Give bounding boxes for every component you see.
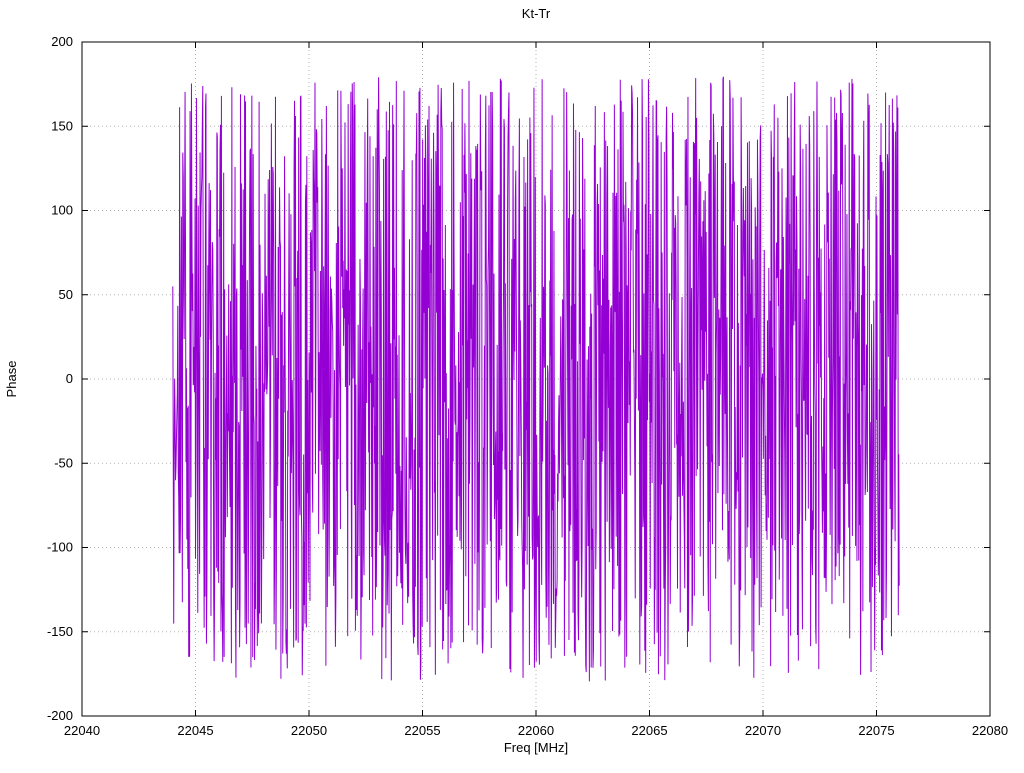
series-layer [172,76,900,682]
x-axis-label: Freq [MHz] [504,740,568,755]
tick-label-x: 22080 [972,723,1008,738]
tick-label-y: 200 [51,34,73,49]
tick-label-x: 22065 [631,723,667,738]
tick-label-x: 22050 [291,723,327,738]
tick-label-x: 22070 [745,723,781,738]
tick-label-y: 150 [51,118,73,133]
tick-label-x: 22055 [404,723,440,738]
tick-label-x: 22075 [858,723,894,738]
label-layer: Kt-Tr Freq [MHz] Phase [4,6,568,755]
tick-label-y: -200 [47,708,73,723]
y-axis-label: Phase [4,361,19,398]
tick-label-y: -150 [47,624,73,639]
tick-label-y: 50 [59,287,73,302]
tick-label-y: -100 [47,540,73,555]
phase-series-line [172,76,900,682]
tick-label-x: 22060 [518,723,554,738]
tick-label-y: 100 [51,203,73,218]
plot-border [81,41,991,717]
tick-label-y: -50 [54,455,73,470]
chart-title: Kt-Tr [522,6,551,21]
tick-label-y: 0 [66,371,73,386]
axis-layer: 22040 22045 22050 22055 22060 22065 22070 22075… [47,34,1008,738]
tick-label-x: 22040 [64,723,100,738]
tick-label-x: 22045 [177,723,213,738]
